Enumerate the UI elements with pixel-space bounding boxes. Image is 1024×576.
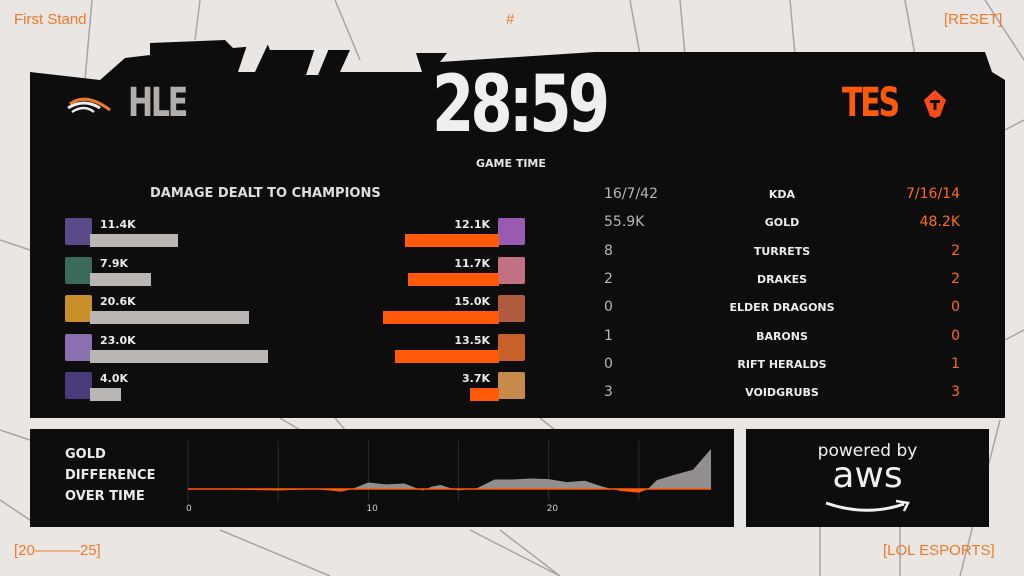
blue-stat-value: 3 [604,384,613,401]
stat-label: VOIDGRUBS [745,386,819,400]
stat-label: KDA [768,188,796,201]
blue-damage-value: 20.6K [100,295,136,308]
blue-team-name: HLE [128,80,188,126]
red-damage-value: 12.1K [454,218,490,231]
blue-damage-bar [90,388,121,401]
red-stat-value: 2 [951,270,960,287]
sponsor-panel: powered by aws [746,429,989,527]
gold-chart-title-line: DIFFERENCE [65,468,156,483]
reset-button[interactable]: [RESET] [944,11,1003,28]
aws-smile-icon [825,499,910,512]
red-stat-value: 7/16/14 [906,186,960,202]
red-champion-icon [498,372,525,399]
x-tick-label: 20 [547,504,559,514]
blue-champion-icon [65,218,92,245]
blue-champion-icon [65,333,92,361]
blue-stat-value: 8 [604,242,613,259]
red-champion-icon [498,256,525,284]
blue-stat-value: 2 [604,270,613,287]
blue-damage-value: 4.0K [100,372,129,385]
red-damage-value: 15.0K [454,295,490,308]
red-stat-value: 0 [951,327,960,344]
stat-label: DRAKES [756,272,808,286]
blue-stat-value: 55.9K [604,214,645,231]
red-champion-icon [498,333,525,361]
gold-chart-title-line: OVER TIME [65,489,145,504]
blue-damage-bar [90,272,152,286]
red-stat-value: 0 [951,299,960,316]
hash-mark: # [506,11,515,28]
blue-champion-icon [65,256,92,284]
gold-chart-title-line: GOLD [65,447,106,462]
blue-damage-value: 7.9K [100,256,129,270]
stat-label: TURRETS [753,244,811,258]
stat-label: ELDER DRAGONS [729,301,835,315]
red-damage-bar [382,311,499,324]
blue-stat-value: 16/7/42 [604,186,658,202]
blue-damage-value: 23.0K [100,333,136,347]
gold-area-red-lead [188,489,711,493]
aws-logo-text: aws [832,455,903,496]
hle-logo-icon [67,97,111,114]
stat-label: RIFT HERALDS [737,357,827,371]
red-stat-value: 2 [951,242,960,259]
blue-damage-bar [90,234,179,247]
x-tick-label: 10 [366,504,378,514]
event-title: First Stand [14,11,87,28]
blue-damage-bar [90,349,269,363]
red-champion-icon [498,295,525,322]
damage-title: DAMAGE DEALT TO CHAMPIONS [150,186,381,201]
year-range: [20———25] [14,542,101,559]
red-damage-value: 3.7K [461,372,490,385]
gold-area-blue-lead [188,449,711,489]
stat-label: GOLD [764,216,800,230]
red-stat-value: 48.2K [919,214,960,231]
red-team-name: TES [842,80,900,126]
lol-esports-link[interactable]: [LOL ESPORTS] [883,542,995,559]
red-damage-value: 11.7K [454,256,490,270]
blue-damage-bar [90,311,250,324]
powered-by-text: powered by [817,441,918,461]
red-damage-bar [408,272,499,286]
red-damage-bar [405,234,499,247]
game-time-label: GAME TIME [476,157,546,170]
x-tick-label: 0 [186,504,192,514]
blue-stat-value: 0 [604,355,613,372]
red-damage-bar [470,388,499,401]
blue-stat-value: 0 [604,299,613,316]
blue-champion-icon [65,372,92,399]
red-champion-icon [498,218,525,245]
gold-difference-panel: GOLD DIFFERENCE OVER TIME 0 10 20 [30,429,734,527]
blue-damage-value: 11.4K [100,218,136,231]
game-clock: 28:59 [432,60,610,150]
blue-stat-value: 1 [604,327,613,344]
red-damage-value: 13.5K [454,333,490,347]
blue-champion-icon [65,295,92,322]
gold-difference-chart: 0 10 20 [186,441,711,514]
red-stat-value: 3 [951,384,960,401]
red-damage-bar [394,349,499,363]
tes-logo-icon [924,90,946,118]
stat-label: BARONS [756,329,808,343]
red-stat-value: 1 [951,355,960,372]
